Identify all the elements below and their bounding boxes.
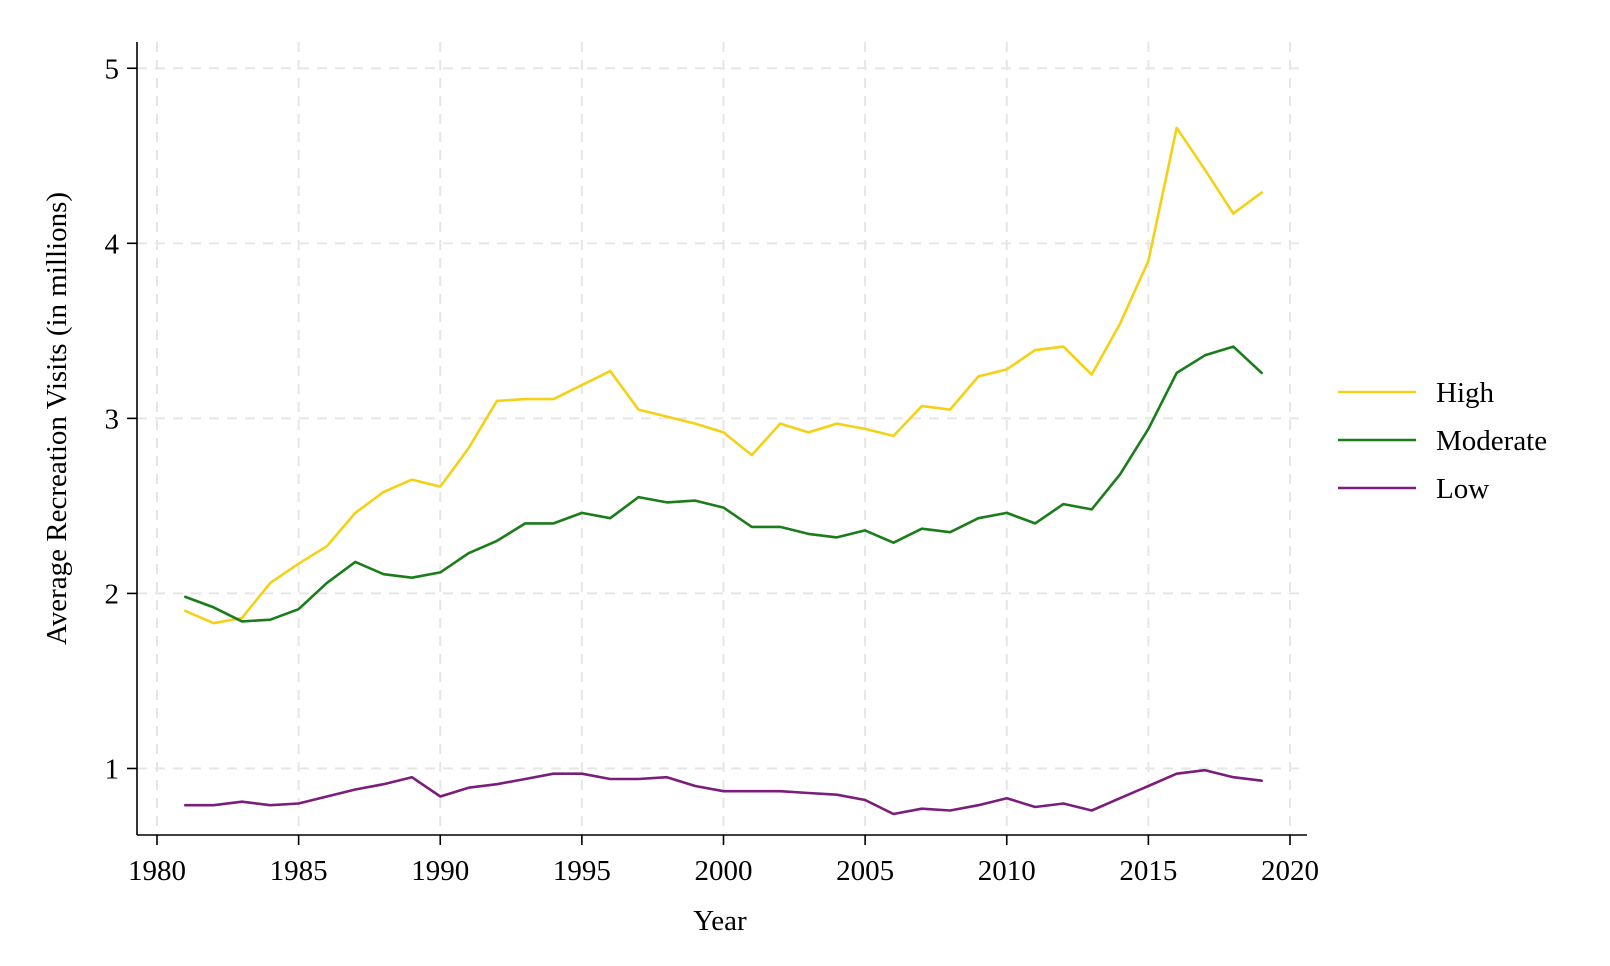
legend-label-moderate: Moderate — [1436, 425, 1547, 457]
x-tick-label: 2015 — [1119, 855, 1177, 887]
axes — [136, 42, 1307, 836]
y-tick-label: 2 — [105, 578, 120, 610]
x-tick-label: 2000 — [695, 855, 753, 887]
series-line-low — [184, 768, 1263, 816]
x-ticks: 1980 1985 1990 1995 2000 2005 2010 2015 2020 — [128, 835, 1319, 887]
x-tick-label: 1995 — [553, 855, 611, 887]
y-tick-label: 4 — [105, 228, 120, 260]
series-line-moderate — [184, 345, 1263, 623]
y-axis-title: Average Recreation Visits (in millions) — [41, 192, 73, 645]
y-tick-label: 5 — [105, 53, 120, 85]
legend-label-high: High — [1436, 377, 1495, 409]
y-tick-label: 3 — [105, 403, 120, 435]
series-group — [184, 126, 1263, 816]
x-tick-label: 1990 — [411, 855, 469, 887]
series-line-high — [184, 126, 1263, 625]
grid — [137, 42, 1307, 835]
x-tick-label: 2010 — [978, 855, 1036, 887]
y-tick-label: 1 — [105, 753, 120, 785]
x-tick-label: 1985 — [270, 855, 328, 887]
x-tick-label: 2020 — [1261, 855, 1319, 887]
x-tick-label: 2005 — [836, 855, 894, 887]
legend-label-low: Low — [1436, 473, 1489, 505]
y-ticks: 1 2 3 4 5 — [105, 53, 137, 785]
x-tick-label: 1980 — [128, 855, 186, 887]
x-axis-title: Year — [693, 905, 747, 937]
legend: High Moderate Low — [1338, 377, 1547, 505]
